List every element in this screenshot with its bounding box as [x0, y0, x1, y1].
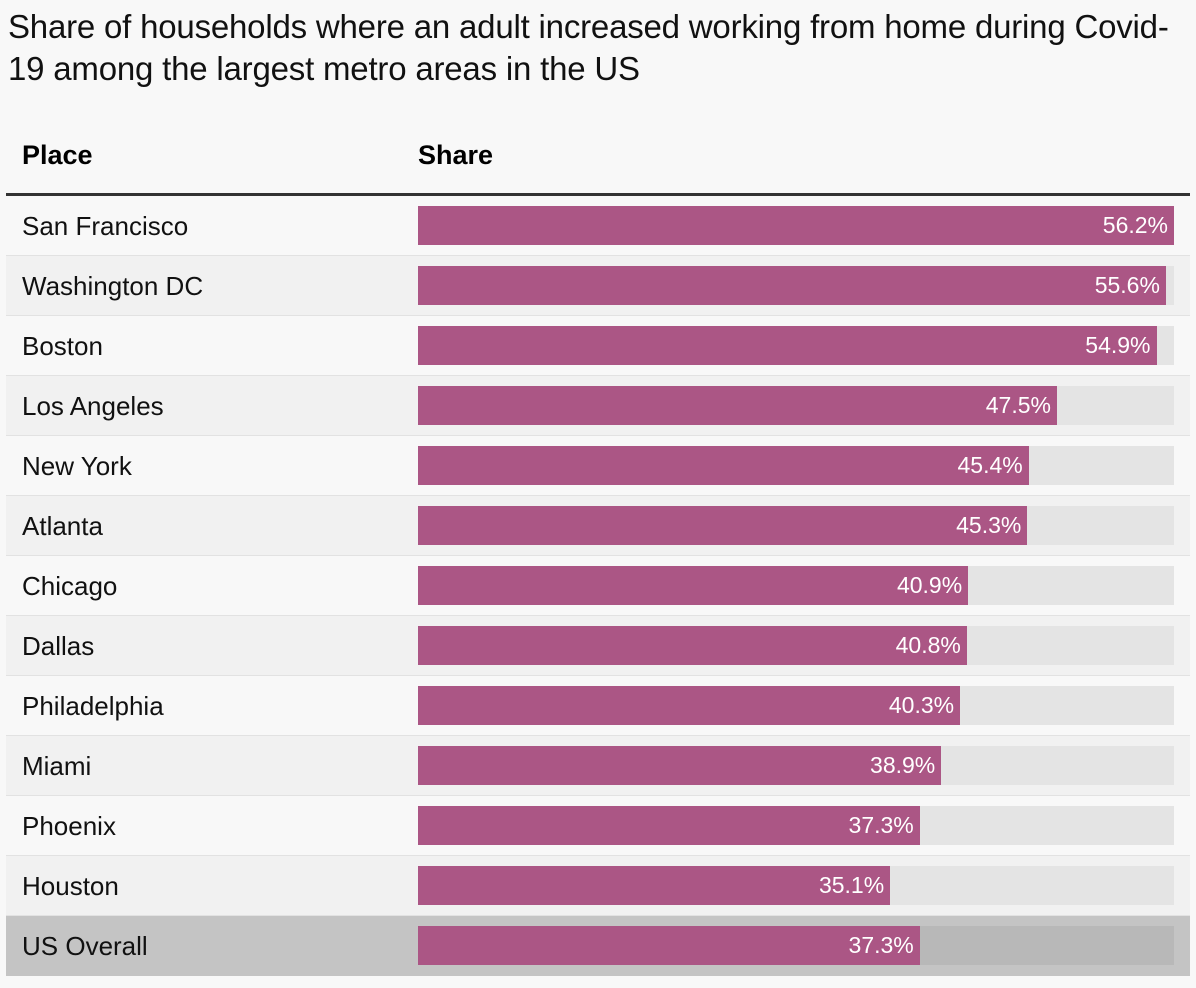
place-label: Miami [22, 751, 92, 781]
bar-track: 40.8% [418, 626, 1174, 665]
bar-track: 40.9% [418, 566, 1174, 605]
value-label: 45.3% [956, 512, 1022, 538]
bar: 38.9% [418, 746, 942, 785]
value-label: 40.3% [888, 692, 955, 718]
bar-table: San Francisco 56.2% Washington DC 55.6% Bost… [6, 196, 1190, 976]
table-row: Washington DC 55.6% [6, 256, 1190, 316]
value-label: 47.5% [985, 392, 1051, 418]
value-label: 37.3% [848, 932, 914, 958]
bar-track: 37.3% [418, 806, 1174, 845]
bar-track: 45.3% [418, 506, 1174, 545]
table-row: New York 45.4% [6, 436, 1190, 496]
table-row: Los Angeles 47.5% [6, 376, 1190, 436]
table-row: Philadelphia 40.3% [6, 676, 1190, 736]
place-label: Washington DC [22, 271, 204, 301]
table-row: Phoenix 37.3% [6, 796, 1190, 856]
place-label: Philadelphia [22, 691, 164, 721]
bar-track: 37.3% [418, 926, 1174, 965]
place-label: Atlanta [22, 511, 103, 541]
bar-track: 54.9% [418, 326, 1174, 365]
value-label: 54.9% [1085, 332, 1151, 358]
total-row: US Overall 37.3% [6, 916, 1190, 976]
bar: 56.2% [418, 206, 1174, 245]
place-label: US Overall [22, 931, 148, 961]
column-header-place: Place [22, 140, 93, 170]
bar: 37.3% [418, 926, 920, 965]
table-header: Place Share [6, 130, 1190, 192]
table-row: Atlanta 45.3% [6, 496, 1190, 556]
bar: 47.5% [418, 386, 1057, 425]
bar: 37.3% [418, 806, 920, 845]
column-header-share: Share [418, 140, 494, 170]
bar-track: 40.3% [418, 686, 1174, 725]
bar-track: 56.2% [418, 206, 1174, 245]
bar-track: 45.4% [418, 446, 1174, 485]
value-label: 40.9% [896, 572, 963, 598]
place-label: Phoenix [22, 811, 116, 841]
bar: 40.3% [418, 686, 961, 725]
value-label: 45.4% [957, 452, 1023, 478]
header-divider [6, 193, 1190, 196]
bar: 55.6% [418, 266, 1166, 305]
place-label: Chicago [22, 571, 118, 601]
bar: 54.9% [418, 326, 1157, 365]
table-row: Chicago 40.9% [6, 556, 1190, 616]
value-label: 40.8% [895, 632, 961, 658]
chart-title: Share of households where an adult incre… [8, 8, 1169, 87]
place-label: New York [22, 451, 132, 481]
value-label: 56.2% [1102, 212, 1168, 238]
value-label: 37.3% [848, 812, 914, 838]
bar-track: 47.5% [418, 386, 1174, 425]
table-row: San Francisco 56.2% [6, 196, 1190, 256]
bar: 45.3% [418, 506, 1028, 545]
table-row: Dallas 40.8% [6, 616, 1190, 676]
table-row: Boston 54.9% [6, 316, 1190, 376]
value-label: 35.1% [818, 872, 885, 898]
bar-track: 38.9% [418, 746, 1174, 785]
value-label: 55.6% [1094, 272, 1160, 298]
place-label: Dallas [22, 631, 95, 661]
bar: 40.9% [418, 566, 969, 605]
bar-track: 35.1% [418, 866, 1174, 905]
place-label: San Francisco [22, 211, 189, 241]
bar-track: 55.6% [418, 266, 1174, 305]
table-row: Miami 38.9% [6, 736, 1190, 796]
table-row: Houston 35.1% [6, 856, 1190, 916]
bar: 40.8% [418, 626, 967, 665]
place-label: Houston [22, 871, 119, 901]
bar: 45.4% [418, 446, 1029, 485]
bar: 35.1% [418, 866, 891, 905]
place-label: Boston [22, 331, 103, 361]
place-label: Los Angeles [22, 391, 164, 421]
value-label: 38.9% [870, 752, 936, 778]
